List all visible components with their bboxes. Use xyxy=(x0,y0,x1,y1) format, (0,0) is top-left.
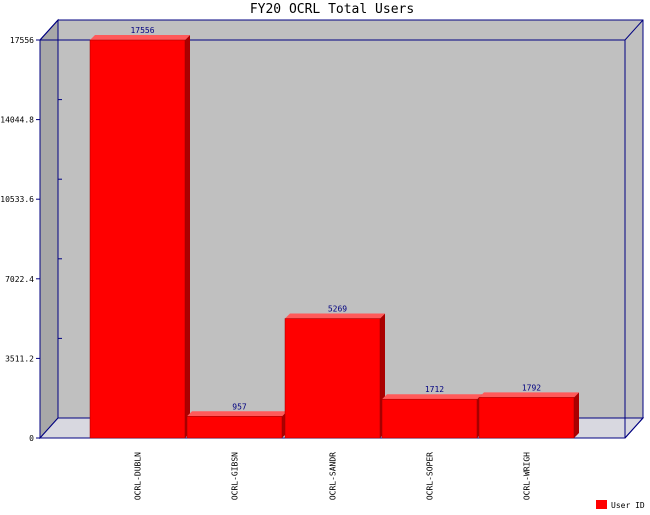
bar xyxy=(478,397,575,439)
y-tick-label: 0 xyxy=(29,434,34,443)
bar-value-label: 957 xyxy=(232,402,247,411)
y-tick-label: 17556 xyxy=(10,36,34,45)
bar-top xyxy=(187,411,287,417)
x-tick-label: OCRL-SOPER xyxy=(426,452,435,500)
legend-swatch xyxy=(596,500,607,509)
bar-top xyxy=(285,313,385,319)
plot-edge xyxy=(39,19,59,41)
bar xyxy=(284,318,381,439)
legend-label: User ID xyxy=(611,501,645,510)
bar xyxy=(381,398,478,439)
y-tick-label: 10533.6 xyxy=(0,195,34,204)
bar xyxy=(89,39,186,439)
y-tick-label: 14044.8 xyxy=(0,116,34,125)
bar-value-label: 5269 xyxy=(328,305,347,314)
bar-top xyxy=(90,35,190,40)
bar-top xyxy=(479,392,579,398)
x-tick-label: OCRL-SANDR xyxy=(329,452,338,500)
x-tick-label: OCRL-DUBLN xyxy=(134,452,143,500)
plot-edge xyxy=(624,417,644,439)
y-tick-label: 7022.4 xyxy=(5,275,34,284)
chart-title: FY20 OCRL Total Users xyxy=(250,2,414,17)
plot-edge xyxy=(624,19,644,41)
bar-side xyxy=(185,35,190,438)
bar-value-label: 17556 xyxy=(130,26,154,35)
bar-top xyxy=(382,394,482,400)
x-tick-label: OCRL-WRIGH xyxy=(523,452,532,500)
bar-side xyxy=(574,392,579,438)
bar-value-label: 1712 xyxy=(425,385,444,394)
plot-left-wall xyxy=(39,18,59,440)
x-tick-label: OCRL-GIBSN xyxy=(231,452,240,500)
y-tick-label: 3511.2 xyxy=(5,354,34,363)
bar xyxy=(186,416,283,439)
bar-value-label: 1792 xyxy=(522,383,541,392)
